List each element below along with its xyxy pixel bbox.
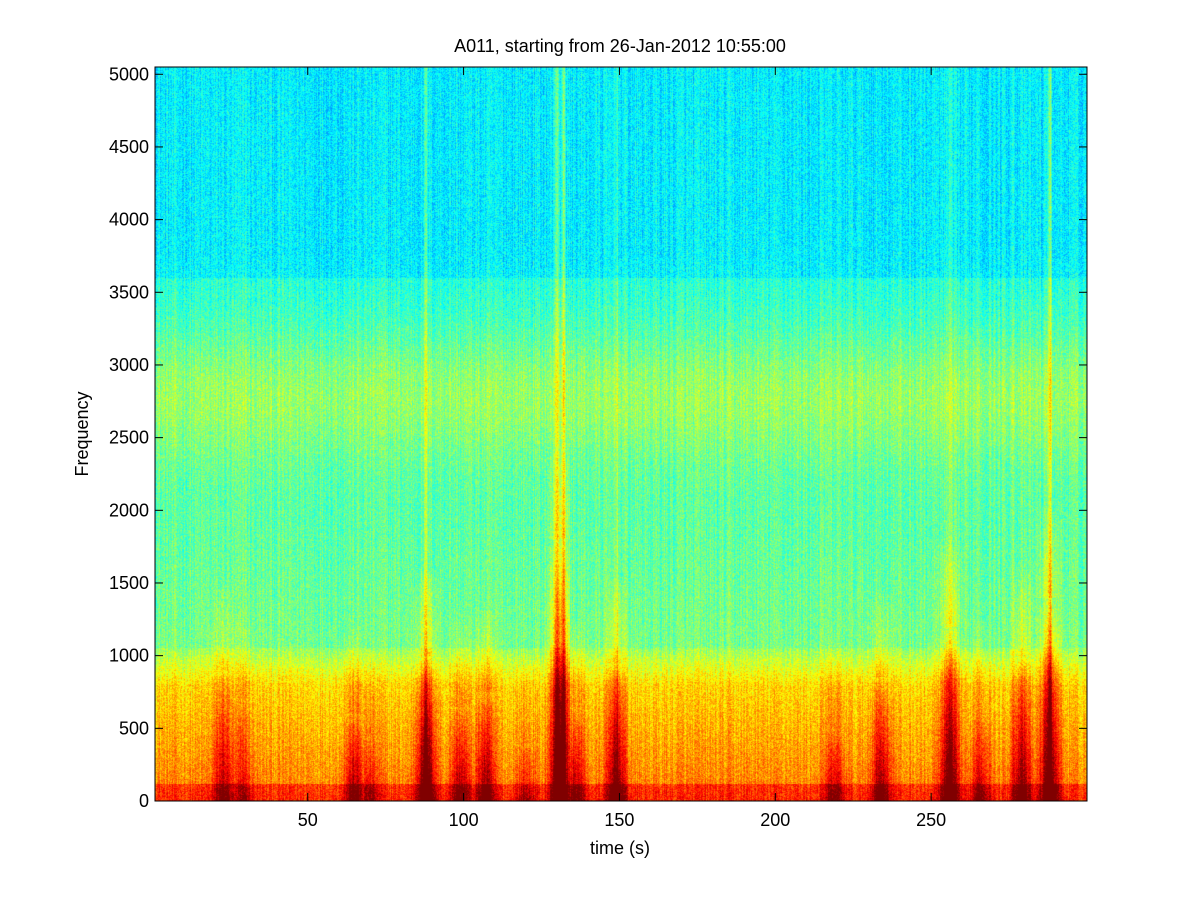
x-tick-label: 200 (760, 810, 790, 830)
x-axis-label: time (s) (590, 838, 650, 858)
x-tick-label: 150 (604, 810, 634, 830)
y-tick-label: 2500 (109, 428, 149, 448)
spectrogram-image (155, 67, 1087, 801)
x-tick-label: 100 (449, 810, 479, 830)
chart-title: A011, starting from 26-Jan-2012 10:55:00 (454, 36, 786, 56)
y-tick-label: 4000 (109, 210, 149, 230)
y-axis-ticks: 0 500 1000 1500 2000 2500 3000 3500 4000 4500 5000 (109, 64, 1087, 811)
y-tick-label: 1000 (109, 646, 149, 666)
x-tick-label: 50 (298, 810, 318, 830)
y-tick-label: 3000 (109, 355, 149, 375)
y-tick-label: 4500 (109, 137, 149, 157)
y-tick-label: 0 (139, 791, 149, 811)
plot-frame (154, 66, 1088, 802)
spectrogram-image-container (155, 67, 1087, 801)
y-tick-label: 500 (119, 718, 149, 738)
y-tick-label: 1500 (109, 573, 149, 593)
y-tick-label: 5000 (109, 64, 149, 84)
y-axis-label: Frequency (72, 391, 92, 476)
y-tick-label: 2000 (109, 500, 149, 520)
x-axis-ticks: 50 100 150 200 250 (298, 67, 946, 830)
y-tick-label: 3500 (109, 282, 149, 302)
x-tick-label: 250 (916, 810, 946, 830)
